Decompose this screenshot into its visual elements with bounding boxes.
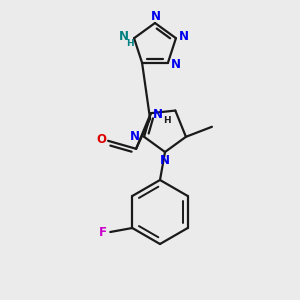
- Text: N: N: [151, 10, 161, 22]
- Text: N: N: [171, 58, 181, 71]
- Text: H: H: [163, 116, 171, 125]
- Text: O: O: [96, 133, 106, 146]
- Text: N: N: [130, 130, 140, 143]
- Text: N: N: [153, 108, 163, 121]
- Text: H: H: [126, 39, 134, 48]
- Text: F: F: [99, 226, 107, 238]
- Text: N: N: [179, 30, 189, 43]
- Text: N: N: [119, 30, 129, 43]
- Text: N: N: [160, 154, 170, 166]
